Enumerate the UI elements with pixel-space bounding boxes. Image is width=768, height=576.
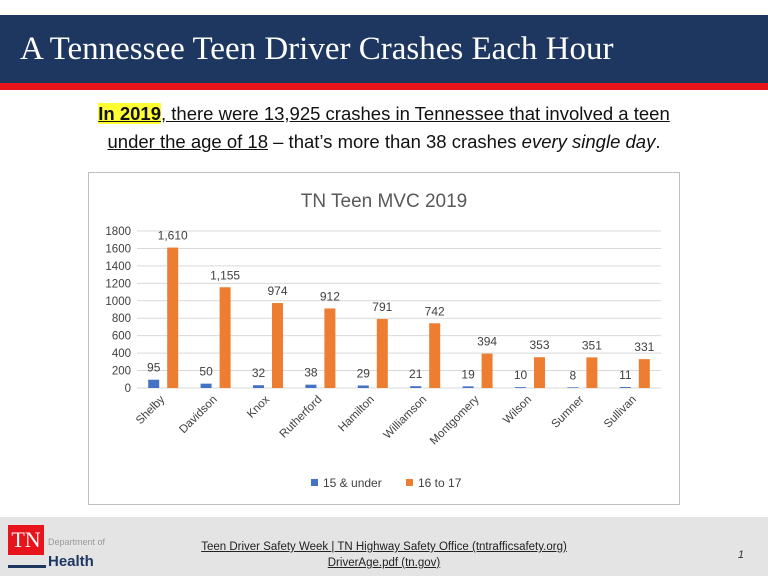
bar-16-17 — [376, 319, 388, 388]
y-tick-label: 1200 — [105, 278, 131, 290]
chart-svg: TN Teen MVC 2019 0 200 400 600 800 1000 1200 14… — [105, 191, 661, 490]
data-label: 351 — [582, 338, 602, 352]
x-tick-label: Sullivan — [602, 394, 639, 431]
logo-health: Health — [48, 553, 94, 570]
x-tick-label: Montgomery — [428, 393, 482, 447]
bar-16-17 — [272, 303, 283, 388]
x-tick-label: Davidson — [177, 394, 219, 436]
data-label: 11 — [619, 368, 632, 382]
data-label: 29 — [357, 366, 371, 380]
x-tick-label: Rutherford — [278, 394, 325, 441]
bar-16-17 — [586, 357, 598, 388]
red-divider — [0, 83, 768, 90]
data-label: 21 — [409, 367, 423, 381]
data-label: 353 — [529, 338, 549, 352]
data-label: 912 — [320, 289, 340, 303]
bar-15-under — [200, 383, 212, 388]
page-number: 1 — [737, 549, 744, 561]
slide-title: A Tennessee Teen Driver Crashes Each Hou… — [0, 15, 768, 83]
logo-tn: TN — [8, 525, 44, 555]
bar-15-under — [567, 387, 579, 388]
bar-15-under — [410, 386, 422, 388]
x-tick-label: Williamson — [382, 394, 430, 442]
bar-16-17 — [167, 247, 179, 388]
legend-swatch — [406, 479, 413, 486]
intro-highlight: In 2019 — [98, 103, 161, 124]
bar-15-under — [462, 386, 474, 388]
bar-16-17 — [638, 359, 650, 388]
bar-15-under — [619, 387, 631, 388]
bar-15-under — [357, 385, 369, 388]
intro-underlined: under the age of 18 — [107, 131, 268, 152]
y-tick-label: 1600 — [105, 243, 131, 255]
data-label: 974 — [267, 284, 287, 298]
data-label: 95 — [147, 361, 161, 375]
intro-line1: , there were 13,925 crashes in Tennessee… — [161, 103, 670, 124]
intro-rest: – that’s more than 38 crashes — [267, 131, 522, 152]
y-tick-label: 1400 — [105, 261, 131, 273]
bar-15-under — [515, 387, 526, 388]
y-tick-label: 1000 — [105, 296, 131, 308]
legend-swatch — [311, 479, 318, 486]
y-tick-label: 600 — [112, 331, 131, 343]
data-label: 19 — [461, 367, 475, 381]
y-tick-label: 800 — [112, 313, 131, 325]
data-label: 742 — [425, 304, 445, 318]
data-label: 1,610 — [158, 229, 188, 243]
source-link-1[interactable]: Teen Driver Safety Week | TN Highway Saf… — [201, 541, 567, 553]
x-tick-label: Shelby — [134, 393, 168, 427]
data-label: 38 — [304, 366, 318, 380]
bar-15-under — [253, 385, 264, 388]
intro-text: In 2019, there were 13,925 crashes in Te… — [0, 100, 768, 156]
bar-16-17 — [219, 287, 231, 388]
data-label: 1,155 — [210, 268, 240, 282]
source-link-2[interactable]: DriverAge.pdf (tn.gov) — [327, 557, 441, 569]
chart-title: TN Teen MVC 2019 — [301, 191, 468, 212]
logo-dept: Department of — [48, 537, 106, 547]
chart: TN Teen MVC 2019 0 200 400 600 800 1000 1200 14… — [88, 172, 680, 505]
bar-15-under — [305, 384, 317, 388]
footer: TN Department of Health Teen Driver Safe… — [0, 517, 768, 576]
legend-label: 15 & under — [323, 476, 382, 490]
data-label: 50 — [199, 365, 213, 379]
data-label: 32 — [252, 366, 266, 380]
data-label: 791 — [372, 300, 392, 314]
intro-end: . — [655, 131, 661, 152]
x-tick-label: Sumner — [550, 394, 587, 431]
y-tick-label: 400 — [112, 348, 131, 360]
data-label: 10 — [514, 368, 528, 382]
y-tick-label: 0 — [125, 383, 131, 395]
y-tick-label: 1800 — [105, 226, 131, 238]
bar-16-17 — [429, 323, 441, 388]
y-tick-label: 200 — [112, 366, 131, 378]
legend-label: 16 to 17 — [418, 476, 462, 490]
bar-16-17 — [324, 308, 336, 388]
x-tick-label: Hamilton — [336, 394, 377, 435]
bar-16-17 — [481, 353, 493, 388]
bar-15-under — [148, 379, 160, 388]
bar-16-17 — [534, 357, 545, 388]
data-label: 8 — [570, 368, 577, 382]
intro-italic: every single day — [521, 131, 656, 152]
data-label: 331 — [634, 340, 654, 354]
x-tick-label: Knox — [245, 393, 272, 420]
x-tick-label: Wilson — [501, 394, 534, 427]
logo-line — [8, 565, 46, 568]
data-label: 394 — [477, 335, 497, 349]
